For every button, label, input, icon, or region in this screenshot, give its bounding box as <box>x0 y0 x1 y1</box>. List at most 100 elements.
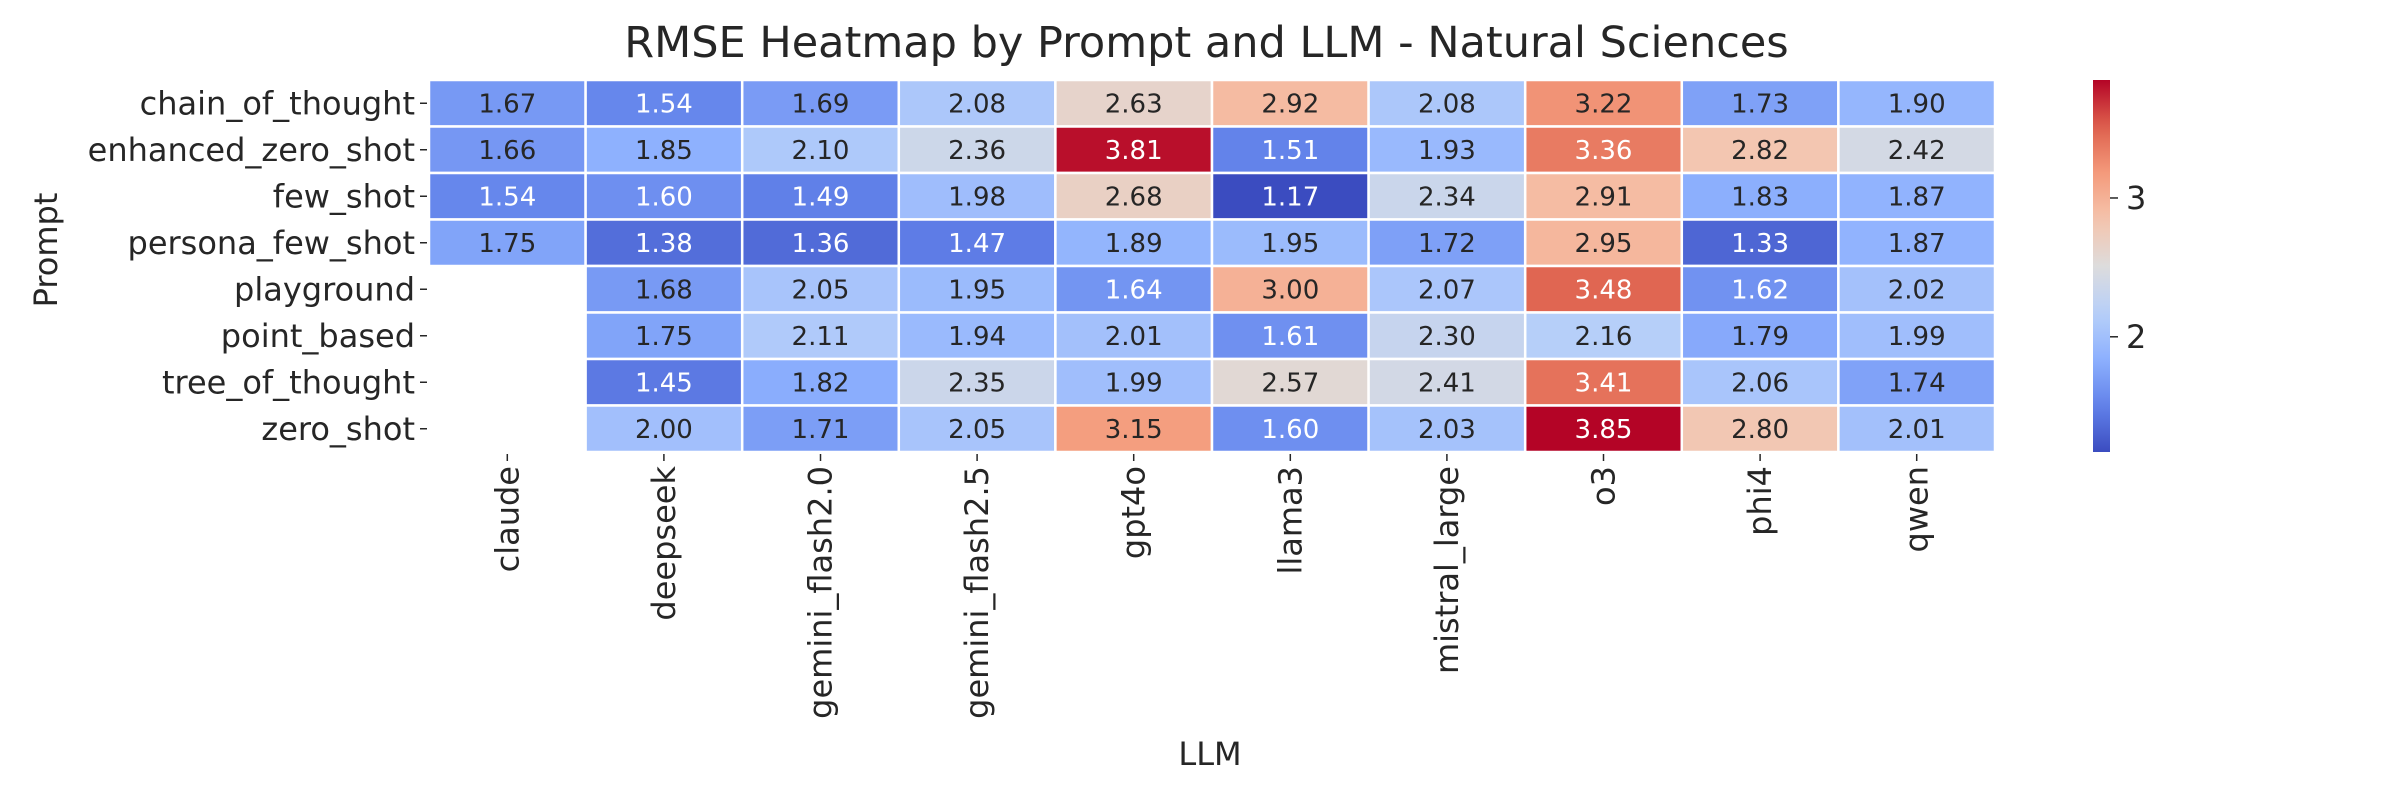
cell-value-label: 2.34 <box>1418 182 1476 212</box>
cell-value-label: 1.83 <box>1731 182 1789 212</box>
cell-value-label: 3.41 <box>1575 368 1633 398</box>
heatmap-cell <box>427 78 587 128</box>
y-tick-label: playground <box>234 270 415 308</box>
heatmap-cell <box>897 171 1057 221</box>
cell-value-label: 3.36 <box>1575 136 1633 166</box>
cell-value-label: 2.42 <box>1888 136 1946 166</box>
heatmap-cell <box>1837 311 1997 361</box>
cell-value-label: 3.22 <box>1575 89 1633 119</box>
heatmap-cell <box>1680 264 1840 314</box>
cell-value-label: 1.82 <box>792 368 850 398</box>
cell-value-label: 1.68 <box>635 275 693 305</box>
x-tick-label: o3 <box>1585 466 1623 506</box>
cell-value-label: 2.36 <box>948 136 1006 166</box>
cell-value-label: 2.95 <box>1575 229 1633 259</box>
heatmap-cell <box>740 404 901 454</box>
cell-value-label: 3.48 <box>1575 275 1633 305</box>
y-axis-label: Prompt <box>27 193 65 308</box>
cell-value-label: 3.85 <box>1575 415 1633 445</box>
heatmap-cell <box>1837 218 1997 268</box>
colorbar-tick-label: 3 <box>2126 179 2146 217</box>
heatmap-cell <box>584 78 744 128</box>
cell-value-label: 1.67 <box>478 89 536 119</box>
heatmap-cell <box>1210 404 1370 454</box>
cell-value-label: 2.07 <box>1418 275 1476 305</box>
heatmap-cell <box>1523 357 1684 407</box>
heatmap-cell <box>740 311 901 361</box>
y-tick-label: few_shot <box>273 177 415 215</box>
heatmap-cell <box>1680 125 1840 175</box>
cell-value-label: 1.94 <box>948 322 1006 352</box>
colorbar: 23 <box>2093 80 2146 452</box>
cell-value-label: 2.35 <box>948 368 1006 398</box>
cell-value-label: 2.10 <box>792 136 850 166</box>
heatmap-cell <box>1837 171 1997 221</box>
cell-value-label: 1.17 <box>1261 182 1319 212</box>
cell-value-label: 2.80 <box>1731 415 1789 445</box>
cell-value-label: 1.90 <box>1888 89 1946 119</box>
cell-value-label: 1.87 <box>1888 182 1946 212</box>
cell-value-label: 1.33 <box>1731 229 1789 259</box>
heatmap-cell <box>427 171 587 221</box>
cell-value-label: 1.60 <box>1261 415 1319 445</box>
cell-value-label: 2.11 <box>792 322 850 352</box>
heatmap-cell <box>740 78 901 128</box>
y-tick-label: chain_of_thought <box>140 84 415 122</box>
cell-value-label: 1.54 <box>478 182 536 212</box>
heatmap-cell <box>584 311 744 361</box>
cell-value-label: 1.99 <box>1888 322 1946 352</box>
heatmap-cell <box>427 218 587 268</box>
heatmap-cell <box>1837 264 1997 314</box>
cell-value-label: 3.15 <box>1105 415 1163 445</box>
cell-value-label: 1.98 <box>948 182 1006 212</box>
x-tick-label: gemini_flash2.0 <box>802 466 840 719</box>
cell-value-label: 1.45 <box>635 368 693 398</box>
cell-value-label: 3.00 <box>1261 275 1319 305</box>
heatmap-cell <box>1210 357 1370 407</box>
colorbar-tick-label: 2 <box>2126 318 2146 356</box>
heatmap-cell <box>1367 311 1527 361</box>
x-tick-label: qwen <box>1898 466 1936 552</box>
cell-value-label: 1.72 <box>1418 229 1476 259</box>
heatmap-cell <box>740 125 901 175</box>
heatmap-cell <box>1210 264 1370 314</box>
heatmap-cell <box>584 404 744 454</box>
y-tick-label: zero_shot <box>261 410 415 448</box>
chart-title: RMSE Heatmap by Prompt and LLM - Natural… <box>624 18 1789 68</box>
cell-value-label: 1.95 <box>1261 229 1319 259</box>
cell-value-label: 2.08 <box>948 89 1006 119</box>
y-tick-label: persona_few_shot <box>128 224 416 262</box>
heatmap-cell <box>1210 171 1370 221</box>
cell-value-label: 2.63 <box>1105 89 1163 119</box>
cell-value-label: 2.05 <box>792 275 850 305</box>
cell-value-label: 1.62 <box>1731 275 1789 305</box>
heatmap-cell <box>1210 125 1370 175</box>
heatmap-cell <box>897 264 1057 314</box>
x-tick-label: phi4 <box>1741 466 1779 536</box>
cell-value-label: 1.99 <box>1105 368 1163 398</box>
heatmap-cell <box>1523 78 1684 128</box>
cell-value-label: 1.54 <box>635 89 693 119</box>
cell-value-label: 2.68 <box>1105 182 1163 212</box>
heatmap-cell <box>740 357 901 407</box>
cell-value-label: 2.00 <box>635 415 693 445</box>
cell-value-label: 1.89 <box>1105 229 1163 259</box>
heatmap-cell <box>1054 264 1214 314</box>
heatmap-cell <box>584 264 744 314</box>
cell-value-label: 1.93 <box>1418 136 1476 166</box>
heatmap-cell <box>1210 311 1370 361</box>
y-tick-label: point_based <box>221 317 415 355</box>
x-tick-label: llama3 <box>1271 466 1309 575</box>
heatmap-cell <box>1367 357 1527 407</box>
heatmap-cells: 1.67 1.54 1.69 2.08 2.63 2.92 2.08 3.22 1.73 1.90… <box>427 78 1997 454</box>
cell-value-label: 2.91 <box>1575 182 1633 212</box>
cell-value-label: 3.81 <box>1105 136 1163 166</box>
colorbar-gradient <box>2093 80 2110 452</box>
y-tick-label: enhanced_zero_shot <box>88 131 415 169</box>
cell-value-label: 2.08 <box>1418 89 1476 119</box>
cell-value-label: 2.92 <box>1261 89 1319 119</box>
heatmap-cell <box>1054 171 1214 221</box>
x-tick-label: deepseek <box>645 466 683 621</box>
